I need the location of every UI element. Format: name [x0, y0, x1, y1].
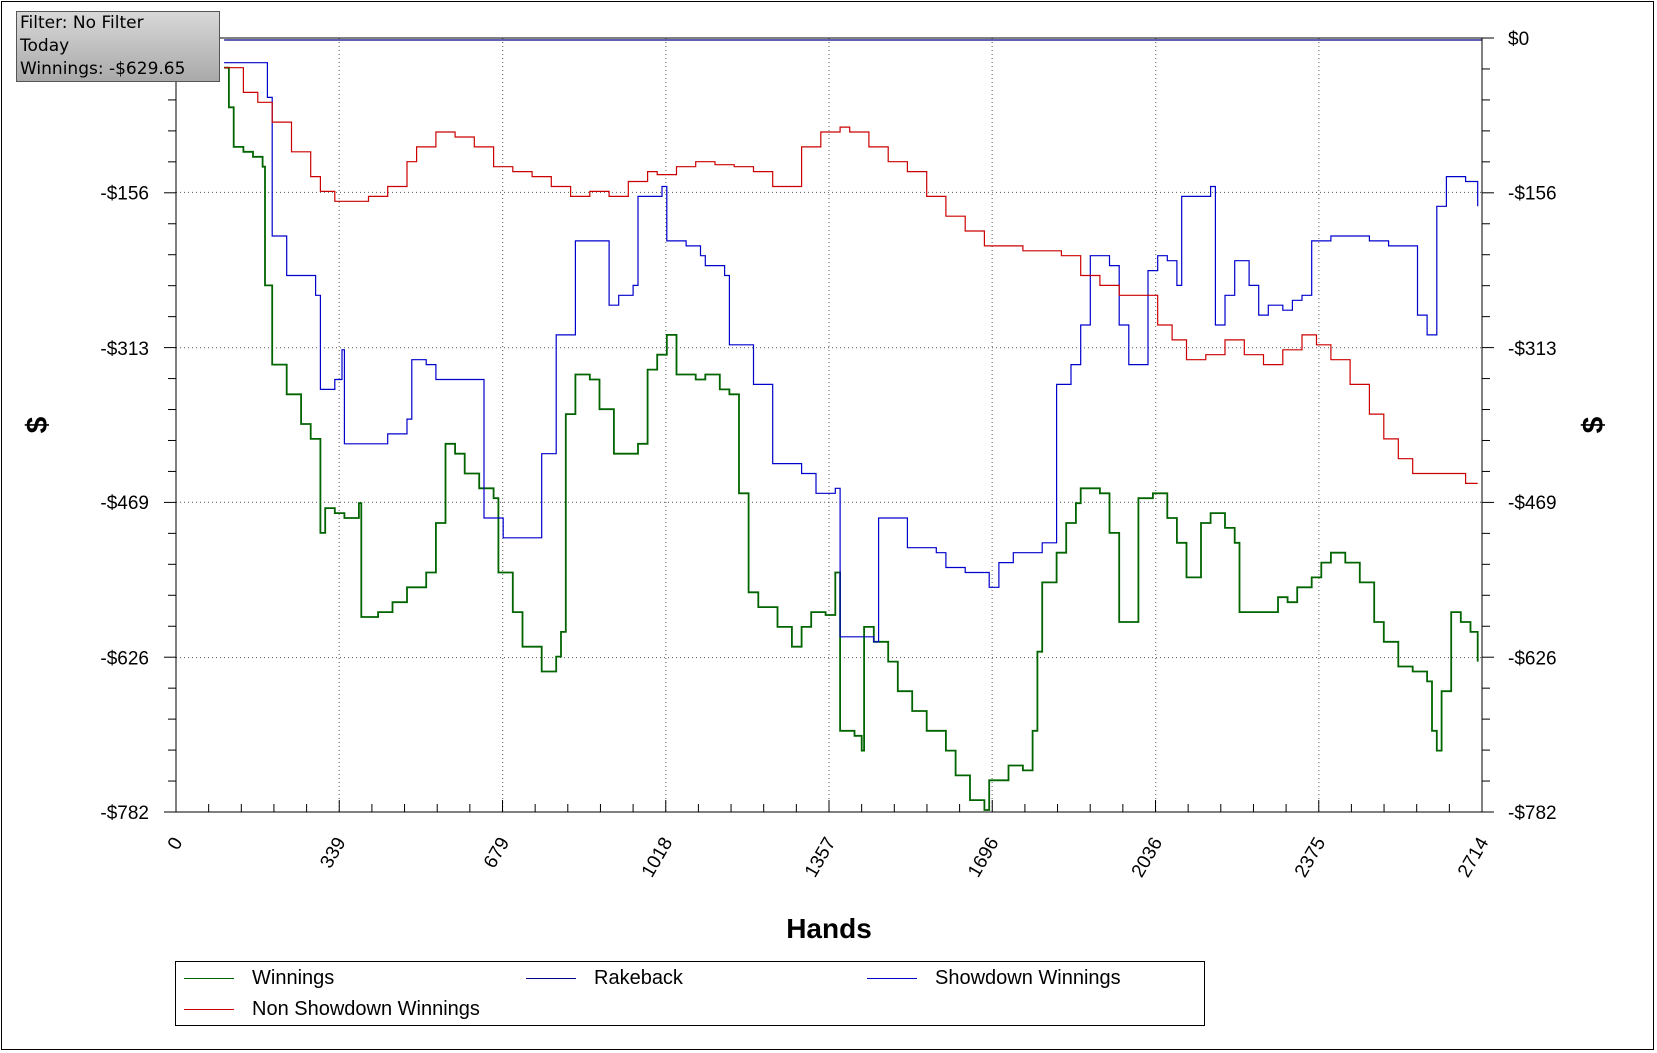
x-tick-label: 1357 — [801, 834, 840, 881]
y-tick-label-left: -$469 — [100, 493, 149, 514]
series-line-non-showdown-winnings — [224, 67, 1478, 484]
x-tick-label: 1018 — [638, 834, 677, 881]
series-line-showdown-winnings — [224, 62, 1479, 643]
y-tick-label-left: -$156 — [100, 183, 149, 204]
legend-item-rakeback: Rakeback — [526, 963, 683, 993]
legend-label-rakeback: Rakeback — [594, 966, 683, 989]
y-tick-label-right: -$156 — [1508, 183, 1557, 204]
chart-legend: Winnings Rakeback Showdown Winnings Non … — [175, 961, 1205, 1026]
winnings-text: Winnings: -$629.65 — [20, 59, 186, 79]
filter-info-box: Filter: No Filter Today Winnings: -$629.… — [16, 11, 220, 82]
legend-item-showdown: Showdown Winnings — [867, 963, 1121, 993]
legend-label-non-showdown: Non Showdown Winnings — [252, 997, 480, 1020]
y-tick-label-right: -$782 — [1508, 803, 1557, 824]
legend-swatch-non-showdown — [184, 1008, 234, 1010]
y-tick-label-left: -$626 — [100, 649, 149, 670]
legend-item-non-showdown: Non Showdown Winnings — [184, 994, 480, 1024]
y-tick-label-left: -$313 — [100, 339, 149, 360]
period-text: Today — [20, 36, 70, 56]
filter-text: Filter: No Filter — [20, 13, 144, 33]
legend-swatch-winnings — [184, 977, 234, 979]
y-tick-label-right: $0 — [1508, 29, 1529, 50]
legend-swatch-showdown — [867, 977, 917, 979]
series-line-winnings — [224, 66, 1479, 811]
x-tick-label: 2036 — [1128, 834, 1167, 881]
x-axis-title: Hands — [786, 913, 872, 944]
y-tick-label-right: -$469 — [1508, 493, 1557, 514]
x-tick-label: 2714 — [1454, 834, 1494, 881]
x-tick-label: 1696 — [964, 834, 1003, 881]
x-tick-label: 2375 — [1291, 834, 1330, 881]
x-tick-label: 679 — [480, 834, 514, 872]
legend-label-winnings: Winnings — [252, 966, 335, 989]
y-axis-title-right: $ — [1577, 416, 1610, 433]
x-tick-label: 0 — [164, 834, 187, 854]
y-tick-label-right: -$626 — [1508, 649, 1557, 670]
x-tick-label: 339 — [316, 834, 350, 872]
y-tick-label-right: -$313 — [1508, 339, 1557, 360]
legend-swatch-rakeback — [526, 977, 576, 979]
y-axis-title-left: $ — [21, 416, 54, 433]
legend-item-winnings: Winnings — [184, 963, 334, 993]
y-tick-label-left: -$782 — [100, 803, 149, 824]
legend-label-showdown: Showdown Winnings — [935, 966, 1121, 989]
